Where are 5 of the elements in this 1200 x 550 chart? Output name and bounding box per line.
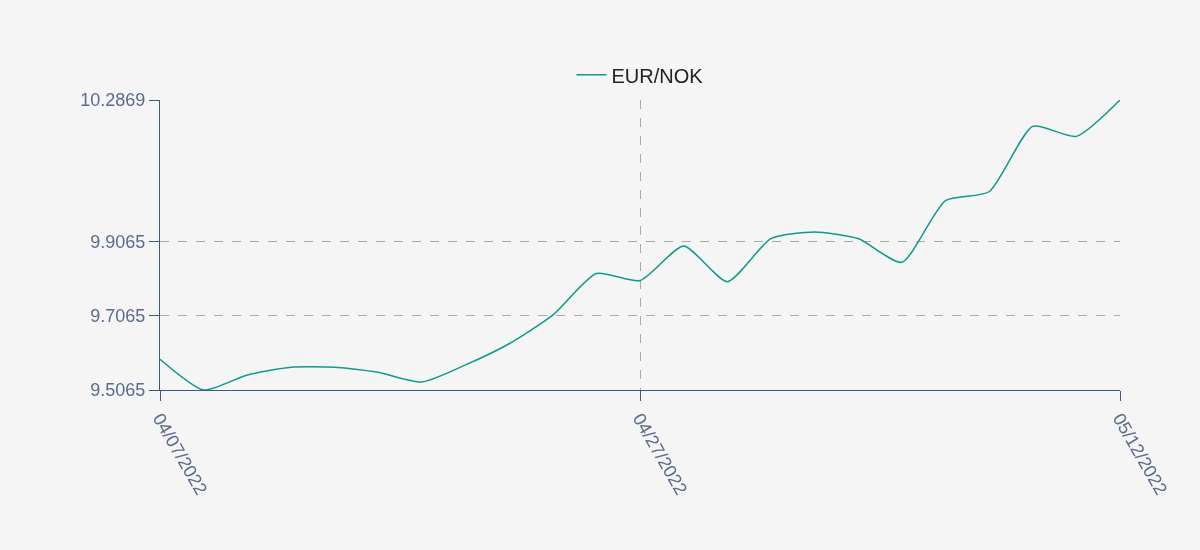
- y-tick-label: 10.2869: [80, 90, 146, 111]
- legend-label: EUR/NOK: [611, 64, 704, 87]
- y-tick-label: 9.7065: [90, 305, 146, 326]
- y-tick-label: 9.9065: [90, 231, 146, 252]
- y-tick-label: 9.5065: [90, 380, 146, 401]
